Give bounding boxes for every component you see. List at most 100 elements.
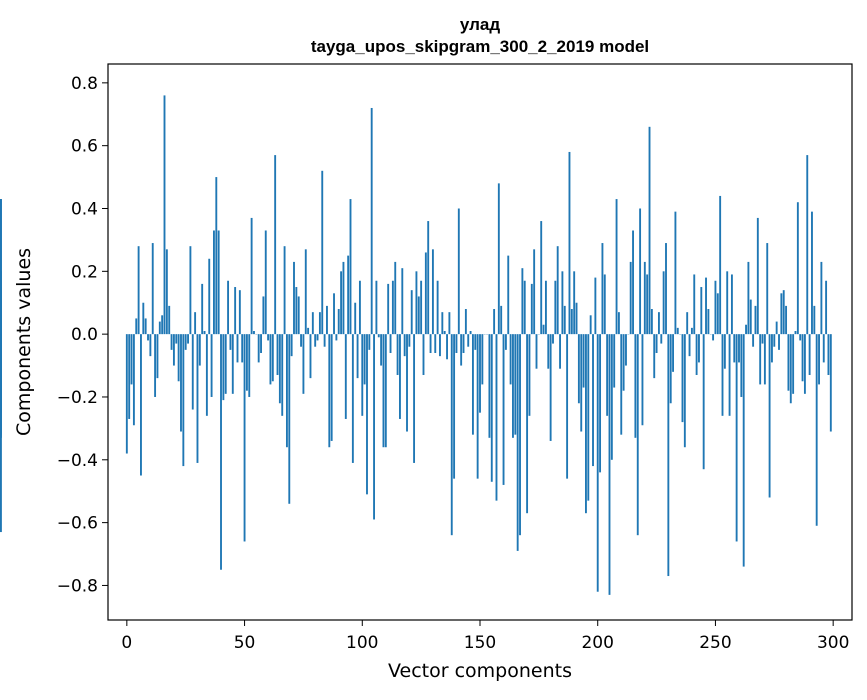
x-tick-label: 100 xyxy=(346,633,378,653)
bar-119 xyxy=(406,334,408,431)
bar-127 xyxy=(425,252,427,334)
bar-288 xyxy=(804,334,806,394)
bar-245 xyxy=(703,334,705,469)
bar-79 xyxy=(312,312,314,334)
bar-162 xyxy=(507,256,509,335)
bar-176 xyxy=(540,221,542,334)
bar-279 xyxy=(783,290,785,334)
bar-68 xyxy=(286,334,288,447)
bar-0 xyxy=(126,334,128,453)
bar-70 xyxy=(291,334,293,356)
bar-83 xyxy=(321,171,323,334)
bar-290 xyxy=(809,334,811,375)
bar-224 xyxy=(653,334,655,378)
bar-60 xyxy=(267,334,269,340)
bar-50 xyxy=(244,334,246,541)
bar-184 xyxy=(559,334,561,369)
bar-202 xyxy=(601,243,603,334)
bar-103 xyxy=(368,334,370,350)
bar-252 xyxy=(719,196,721,334)
bar-199 xyxy=(594,278,596,335)
bar-135 xyxy=(444,331,446,334)
bar-274 xyxy=(771,334,773,362)
bar-132 xyxy=(437,281,439,334)
bar-232 xyxy=(672,334,674,372)
y-tick-label: −0.8 xyxy=(57,576,98,596)
bar-144 xyxy=(465,309,467,334)
bar-220 xyxy=(644,262,646,334)
bar-76 xyxy=(305,249,307,334)
bar-61 xyxy=(270,334,272,384)
bar-157 xyxy=(496,334,498,500)
bar-7 xyxy=(142,303,144,334)
bar-64 xyxy=(277,334,279,375)
bar-47 xyxy=(237,334,239,362)
bar-8 xyxy=(145,318,147,334)
bar-59 xyxy=(265,230,267,334)
bar-265 xyxy=(750,300,752,335)
bar-22 xyxy=(178,334,180,381)
x-axis-label: Vector components xyxy=(388,660,572,682)
bar-134 xyxy=(441,312,443,334)
bar-74 xyxy=(300,334,302,347)
bar-26 xyxy=(187,334,189,343)
bar-63 xyxy=(274,155,276,334)
bar-36 xyxy=(211,334,213,397)
bar-219 xyxy=(642,334,644,425)
bar-1 xyxy=(128,334,130,419)
bar-260 xyxy=(738,334,740,362)
bar-84 xyxy=(324,334,326,347)
bar-112 xyxy=(390,334,392,353)
bar-171 xyxy=(529,334,531,416)
bar-28 xyxy=(192,334,194,409)
bar-267 xyxy=(755,306,757,334)
bar-287 xyxy=(802,334,804,381)
bar-174 xyxy=(536,334,538,369)
bar-125 xyxy=(420,281,422,334)
bar-66 xyxy=(281,334,283,416)
bar-268 xyxy=(757,218,759,334)
bar-223 xyxy=(651,309,653,334)
bar-158 xyxy=(498,183,500,334)
bar-122 xyxy=(413,334,415,463)
bar-43 xyxy=(227,281,229,334)
bar-262 xyxy=(743,334,745,566)
bar-116 xyxy=(399,334,401,419)
bar-29 xyxy=(194,312,196,334)
bar-186 xyxy=(564,306,566,334)
bar-251 xyxy=(717,293,719,334)
bar-154 xyxy=(488,334,490,438)
bar-172 xyxy=(531,284,533,334)
bar-137 xyxy=(448,312,450,334)
bar-86 xyxy=(328,334,330,447)
bar-77 xyxy=(307,328,309,334)
y-tick-label: 0.0 xyxy=(71,325,98,345)
bar-196 xyxy=(587,334,589,500)
bar-107 xyxy=(378,334,380,337)
bar-110 xyxy=(385,334,387,447)
bar-149 xyxy=(477,334,479,479)
bar-257 xyxy=(731,274,733,334)
bar-263 xyxy=(745,325,747,334)
bar-48 xyxy=(239,290,241,334)
bar-253 xyxy=(722,334,724,416)
bar-170 xyxy=(526,334,528,513)
x-tick-label: 50 xyxy=(234,633,256,653)
bar-14 xyxy=(159,322,161,335)
bar-205 xyxy=(609,334,611,595)
bar-282 xyxy=(790,334,792,403)
bar-293 xyxy=(816,334,818,526)
bar-188 xyxy=(569,152,571,334)
bar-280 xyxy=(785,306,787,334)
bar-276 xyxy=(776,322,778,335)
chart-title: улад xyxy=(460,15,500,34)
bar-129 xyxy=(430,334,432,353)
bar-11 xyxy=(152,243,154,334)
bar-123 xyxy=(415,271,417,334)
bar-81 xyxy=(317,334,319,340)
bar-69 xyxy=(288,334,290,504)
bar-111 xyxy=(387,284,389,334)
bar-190 xyxy=(573,271,575,334)
bar-261 xyxy=(740,334,742,397)
